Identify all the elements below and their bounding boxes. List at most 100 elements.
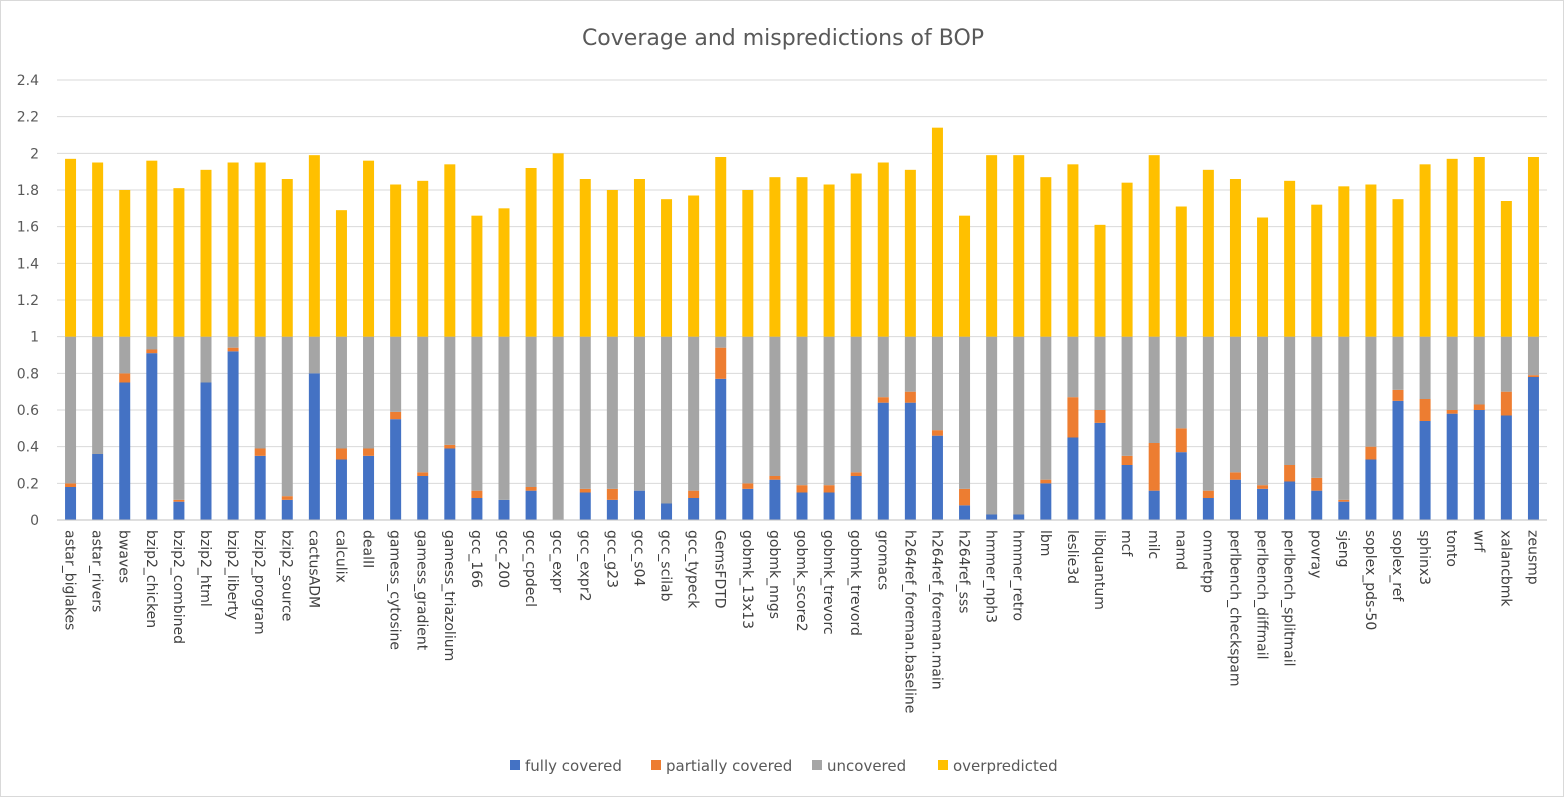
bar-segment-fully-covered (227, 351, 239, 520)
bar-segment-partially-covered (254, 448, 266, 456)
bar-segment-fully-covered (1175, 452, 1187, 520)
bar-segment-uncovered (1473, 336, 1485, 405)
bar-segment-overpredicted (308, 155, 320, 337)
bar-segment-overpredicted (119, 190, 131, 337)
bar-segment-fully-covered (904, 402, 916, 520)
x-tick-label: gamess_triazolium (441, 530, 457, 661)
bar-segment-fully-covered (1284, 481, 1296, 520)
bar-segment-overpredicted (931, 127, 943, 337)
bar-segment-uncovered (1392, 336, 1404, 390)
bar-segment-partially-covered (742, 483, 754, 489)
bar-segment-overpredicted (1473, 157, 1485, 337)
bar-segment-uncovered (417, 336, 429, 473)
bar-segment-partially-covered (1311, 477, 1323, 491)
x-tick-label: gcc_200 (495, 530, 511, 588)
bar-segment-overpredicted (525, 168, 537, 337)
bar-segment-overpredicted (661, 199, 673, 337)
bar-segment-fully-covered (1365, 459, 1377, 520)
bar-segment-overpredicted (959, 215, 971, 337)
x-tick-label: h264ref_foreman.main (928, 530, 944, 690)
bar-segment-fully-covered (633, 490, 645, 520)
x-tick-label: astar_biglakes (62, 530, 78, 630)
bar-segment-partially-covered (471, 490, 483, 498)
bar-segment-partially-covered (1257, 485, 1269, 489)
bar-segment-uncovered (65, 336, 77, 484)
bar-segment-overpredicted (633, 179, 645, 337)
bar-segment-overpredicted (254, 162, 266, 337)
bar-segment-overpredicted (1067, 164, 1079, 337)
bar-segment-fully-covered (688, 498, 700, 520)
bar-segment-fully-covered (1392, 400, 1404, 520)
bar-segment-overpredicted (796, 177, 808, 337)
y-tick-label: 2.2 (17, 110, 39, 126)
bar-segment-partially-covered (146, 349, 158, 354)
bar-segment-fully-covered (877, 402, 889, 520)
x-tick-label: gcc_typeck (685, 530, 701, 609)
x-tick-label: gobmk_trevord (847, 530, 863, 636)
y-tick-label: 2.4 (17, 73, 39, 89)
bar-segment-overpredicted (1202, 169, 1214, 337)
bar-segment-overpredicted (769, 177, 781, 337)
x-tick-label: perlbench_diffmail (1254, 530, 1270, 660)
x-tick-label: milc (1145, 530, 1161, 559)
bar-segment-fully-covered (65, 487, 77, 520)
bar-segment-overpredicted (498, 208, 510, 337)
x-tick-label: leslie3d (1064, 530, 1080, 584)
bar-segment-fully-covered (471, 498, 483, 520)
bar-segment-partially-covered (823, 485, 835, 493)
x-tick-label: bzip2_program (251, 530, 267, 635)
x-tick-label: tonto (1443, 530, 1459, 567)
bar-segment-uncovered (471, 336, 483, 491)
x-tick-label: GemsFDTD (712, 530, 728, 609)
y-tick-label: 1.6 (17, 220, 39, 236)
x-tick-label: wrf (1470, 530, 1486, 553)
bar-segment-overpredicted (444, 164, 456, 337)
bar-segment-uncovered (363, 336, 375, 449)
bar-segment-partially-covered (877, 397, 889, 403)
bar-segment-overpredicted (1392, 199, 1404, 337)
bar-segment-fully-covered (1311, 490, 1323, 520)
bar-segment-partially-covered (931, 430, 943, 436)
bar-segment-uncovered (525, 336, 537, 487)
x-tick-label: bzip2_html (197, 530, 213, 607)
bar-segment-fully-covered (417, 476, 429, 520)
y-tick-label: 2 (30, 146, 39, 162)
bar-segment-partially-covered (1473, 404, 1485, 410)
bar-segment-uncovered (1148, 336, 1160, 443)
bar-segment-partially-covered (1392, 389, 1404, 401)
bar-segment-overpredicted (1094, 224, 1106, 337)
bar-segment-uncovered (254, 336, 266, 449)
bar-segment-partially-covered (444, 444, 456, 449)
bar-segment-uncovered (308, 336, 320, 374)
bar-segment-uncovered (661, 336, 673, 504)
bar-segment-uncovered (444, 336, 456, 445)
bar-segment-uncovered (633, 336, 645, 491)
bar-segment-partially-covered (227, 347, 239, 352)
bar-segment-overpredicted (823, 184, 835, 337)
bar-segment-uncovered (850, 336, 862, 473)
bar-segment-fully-covered (498, 499, 510, 520)
legend-swatch (651, 760, 661, 770)
bar-segment-uncovered (1013, 336, 1025, 515)
x-tick-label: calculix (332, 530, 348, 583)
bar-segment-partially-covered (606, 488, 618, 500)
bar-segment-uncovered (1365, 336, 1377, 447)
bar-segment-fully-covered (281, 499, 293, 520)
bar-segment-uncovered (579, 336, 591, 489)
x-tick-label: libquantum (1091, 530, 1107, 610)
x-tick-label: povray (1308, 530, 1324, 578)
bar-segment-uncovered (1284, 336, 1296, 465)
bar-segment-partially-covered (959, 488, 971, 506)
bar-segment-overpredicted (877, 162, 889, 337)
bar-segment-partially-covered (363, 448, 375, 456)
bar-segment-uncovered (281, 336, 293, 497)
bar-segment-partially-covered (281, 496, 293, 500)
bar-segment-fully-covered (1229, 479, 1241, 520)
bar-segment-fully-covered (1148, 490, 1160, 520)
legend: fully covered partially covered uncovered o… (510, 757, 1058, 775)
bar-segment-uncovered (227, 336, 239, 348)
legend-label: overpredicted (953, 757, 1058, 775)
bar-segment-fully-covered (119, 382, 131, 520)
bar-segment-fully-covered (1013, 514, 1025, 520)
